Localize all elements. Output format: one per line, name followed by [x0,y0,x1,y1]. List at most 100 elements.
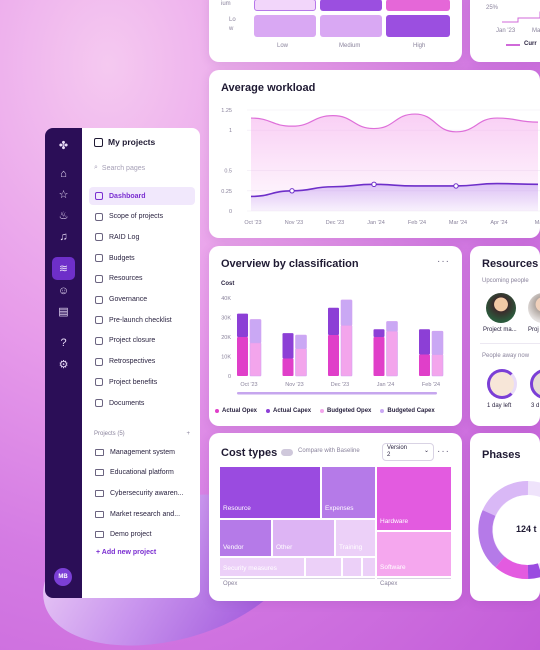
treemap-vendor[interactable]: Vendor [220,520,271,556]
treemap-training[interactable]: Training [336,520,375,556]
data-point [289,188,295,194]
workload-chart: 1.25 1 0.5 0.25 0 Oct '23 Nov '23 Dec '23 Jan '2… [221,108,540,226]
cost-types-card: Cost types Compare with Baseline Version… [209,433,462,601]
data-point [371,181,377,188]
heatmap-cell[interactable] [320,0,382,11]
project-item[interactable]: Management system [89,443,195,461]
nav-header: My projects [94,137,155,147]
projects-section-header[interactable]: Projects (5) + [94,431,190,437]
add-project-plus-icon[interactable]: + [186,431,190,437]
project-item[interactable]: Demo project [89,526,195,544]
opex-group-rule [220,578,375,579]
heatmap-col-label: Medium [339,43,361,49]
treemap-security-measures[interactable]: Security measures [220,558,304,576]
project-item[interactable]: Educational platform [89,464,195,482]
heatmap-cell[interactable] [320,15,382,37]
x-tick-label: Jan '24 [377,382,395,388]
nav-item-dashboard[interactable]: Dashboard [89,187,195,205]
average-workload-card: Average workload 1.25 1 0.5 0.25 0 Oct '23 Nov… [209,70,540,238]
nav-item-raid-log[interactable]: RAID Log [89,228,195,246]
x-tick-label: Jan '24 [367,220,385,226]
nav-item-project-closure[interactable]: Project closure [89,332,195,350]
treemap-resource[interactable]: Resource [220,467,320,518]
heatmap-row-label: w [229,26,234,32]
gallery-icon[interactable]: ▤ [58,306,69,318]
bar-actual-opex [282,358,294,376]
project-name: Educational platform [110,469,174,477]
nav-item-label: Dashboard [109,192,146,200]
nav-item-budgets[interactable]: Budgets [89,249,195,267]
star-icon[interactable]: ☆ [58,189,69,201]
page-icon [95,295,103,304]
project-name: Market research and... [110,510,181,518]
treemap-block[interactable] [306,558,341,576]
away-person-avatar[interactable] [530,369,540,399]
help-icon[interactable]: ? [60,336,67,349]
trend-tick: 25% [486,5,499,11]
search-pages[interactable]: ⌕ Search pages [94,164,145,172]
bar-budgeted-opex [295,348,307,377]
bar-actual-capex [237,313,248,337]
home-icon[interactable]: ⌂ [60,167,67,180]
treemap-other[interactable]: Other [273,520,334,556]
heatmap-cell[interactable] [254,15,316,37]
page-icon [95,399,103,407]
legend-budgeted-capex[interactable]: Budgeted Capex [380,408,435,414]
heatmap-cell[interactable] [386,0,450,11]
page-icon [95,336,103,345]
bell-icon[interactable]: ♫ [59,230,68,243]
nav-item-label: Governance [109,296,148,303]
x-tick-label: Nov '23 [285,220,303,226]
compare-baseline-label: Compare with Baseline [298,448,360,454]
folder-icon [95,510,104,518]
nav-item-documents[interactable]: Documents [89,394,195,412]
app-logo-icon[interactable]: ✤ [58,140,69,152]
trend-card: 25% Jan '23 Ma Curr [470,0,540,62]
nav-item-project-benefits[interactable]: Project benefits [89,373,195,391]
bar-budgeted-capex [340,299,353,326]
nav-item-pre-launch-checklist[interactable]: Pre-launch checklist [89,311,195,329]
legend-actual-opex[interactable]: Actual Opex [215,408,257,414]
version-select[interactable]: Version 2 ⌄ [382,443,434,461]
legend-actual-capex[interactable]: Actual Capex [266,408,311,414]
nav-item-label: Project benefits [109,378,158,386]
person-avatar[interactable] [486,293,516,323]
project-item[interactable]: Market research and... [89,505,195,523]
nav-item-retrospectives[interactable]: Retrospectives [89,353,195,371]
flame-icon[interactable]: ♨ [58,210,69,222]
settings-icon[interactable]: ⚙ [58,359,69,371]
project-item[interactable]: Cybersecurity awaren... [89,484,195,502]
bar-budgeted-opex [431,354,444,377]
nav-item-resources[interactable]: Resources [89,270,195,288]
y-tick-label: 0 [229,209,232,215]
away-person-avatar[interactable] [487,369,517,399]
treemap-hardware[interactable]: Hardware [377,467,451,530]
users-icon[interactable]: ☺ [57,284,70,297]
card-title: Phases [482,449,521,461]
bar-actual-opex [419,354,430,376]
add-new-project-link[interactable]: + Add new project [96,549,157,556]
heatmap-cell[interactable] [254,0,316,11]
bar-actual-capex [328,307,339,336]
page-icon [95,274,103,283]
card-menu-icon[interactable]: ··· [437,256,450,267]
y-tick-label: 40K [221,296,231,302]
compare-baseline-toggle[interactable] [281,449,293,456]
card-menu-icon[interactable]: ··· [437,446,450,457]
layers-icon[interactable]: ≋ [52,257,75,280]
person-avatar[interactable] [528,293,540,323]
treemap-block[interactable] [363,558,375,576]
treemap-block[interactable] [343,558,361,576]
card-title: Resources [482,258,539,270]
nav-item-governance[interactable]: Governance [89,291,195,309]
nav-item-scope-of-projects[interactable]: Scope of projects [89,208,195,226]
treemap-software[interactable]: Software [377,532,451,576]
x-tick-label: Mar '24 [449,220,467,226]
user-avatar[interactable]: MB [54,568,72,586]
card-title: Average workload [221,82,316,94]
heatmap-cell[interactable] [386,15,450,37]
days-left: 3 d [531,403,540,409]
treemap-expenses[interactable]: Expenses [322,467,375,518]
nav-item-label: Budgets [109,254,135,262]
legend-budgeted-opex[interactable]: Budgeted Opex [320,408,371,414]
